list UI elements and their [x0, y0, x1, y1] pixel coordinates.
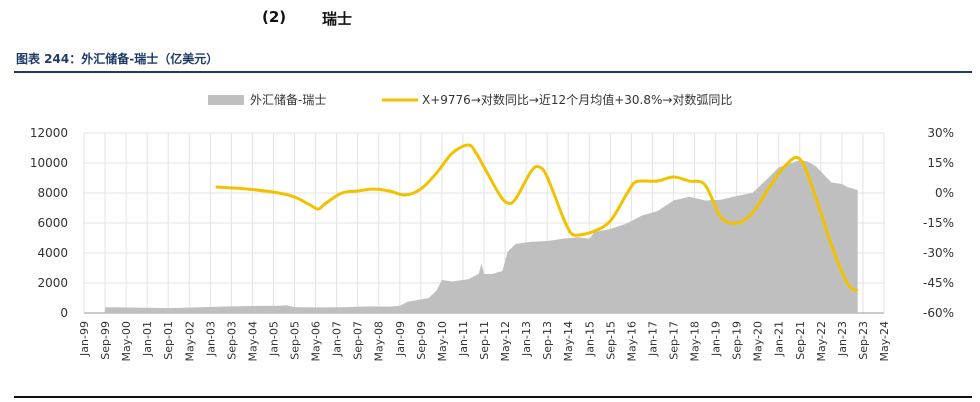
y-left-tick-label: 4000	[37, 246, 68, 260]
x-tick-label: Sep-21	[794, 321, 807, 360]
y-right-tick-label: 15%	[927, 156, 954, 170]
x-tick-label: May-00	[120, 321, 133, 362]
legend-area-swatch	[208, 95, 244, 105]
y-left-tick-label: 6000	[37, 216, 68, 230]
y-left-tick-label: 2000	[37, 276, 68, 290]
x-tick-label: Jan-13	[520, 321, 533, 357]
x-tick-label: Sep-17	[667, 321, 680, 360]
x-tick-label: Sep-01	[162, 321, 175, 360]
x-tick-label: May-22	[815, 321, 828, 362]
x-tick-label: May-14	[562, 321, 575, 362]
figure-caption: 图表 244：外汇储备-瑞士（亿美元）	[16, 52, 219, 66]
x-tick-label: Jan-01	[141, 321, 154, 357]
x-tick-label: Sep-13	[541, 321, 554, 360]
section-heading: (2) 瑞士	[0, 8, 980, 32]
y-right-tick-label: 30%	[927, 126, 954, 140]
section-title: 瑞士	[322, 10, 353, 28]
x-tick-label: Jan-21	[773, 321, 786, 357]
y-left-tick-label: 12000	[30, 126, 68, 140]
x-tick-label: May-08	[373, 321, 386, 362]
legend-area-label: 外汇储备-瑞士	[250, 92, 326, 107]
y-right-tick-label: -45%	[923, 276, 954, 290]
x-tick-label: Jan-17	[646, 321, 659, 357]
x-tick-label: May-24	[878, 321, 891, 362]
x-tick-label: Jan-05	[267, 321, 280, 357]
x-tick-label: Sep-99	[99, 321, 112, 360]
y-right-tick-label: -30%	[923, 246, 954, 260]
x-tick-label: May-10	[436, 321, 449, 362]
x-tick-label: May-16	[625, 321, 638, 362]
x-tick-label: Jan-99	[78, 321, 91, 357]
x-tick-label: May-18	[689, 321, 702, 362]
x-tick-label: Sep-03	[225, 321, 238, 360]
y-right-tick-label: 0%	[935, 186, 954, 200]
x-tick-label: Sep-15	[604, 321, 617, 360]
x-tick-label: Jan-19	[710, 321, 723, 357]
legend-line-label: X+9776→对数同比→近12个月均值+30.8%→对数弧同比	[422, 92, 732, 107]
caption-divider	[14, 71, 972, 73]
x-tick-label: May-20	[752, 321, 765, 362]
x-tick-label: Jan-03	[204, 321, 217, 357]
x-tick-label: Jan-07	[331, 321, 344, 357]
y-right-tick-label: -15%	[923, 216, 954, 230]
x-tick-label: Jan-09	[394, 321, 407, 357]
x-tick-label: Jan-11	[457, 321, 470, 357]
x-tick-label: Sep-05	[289, 321, 302, 360]
x-tick-label: Jan-23	[836, 321, 849, 357]
series-arc-yoy-line	[215, 143, 859, 293]
x-tick-label: May-04	[246, 321, 259, 362]
x-tick-label: May-12	[499, 321, 512, 362]
x-tick-label: Jan-15	[583, 321, 596, 357]
x-tick-label: May-06	[310, 321, 323, 362]
series-reserves-area	[105, 160, 858, 313]
x-tick-label: Sep-11	[478, 321, 491, 360]
y-left-tick-label: 10000	[30, 156, 68, 170]
y-left-tick-label: 0	[60, 306, 68, 320]
x-tick-label: May-02	[183, 321, 196, 362]
x-tick-label: Sep-07	[352, 321, 365, 360]
y-right-tick-label: -60%	[923, 306, 954, 320]
x-tick-label: Sep-19	[731, 321, 744, 360]
x-tick-label: Sep-09	[415, 321, 428, 360]
section-number: (2)	[262, 8, 287, 26]
y-left-tick-label: 8000	[37, 186, 68, 200]
x-tick-label: Sep-23	[857, 321, 870, 360]
bottom-divider	[14, 396, 972, 398]
